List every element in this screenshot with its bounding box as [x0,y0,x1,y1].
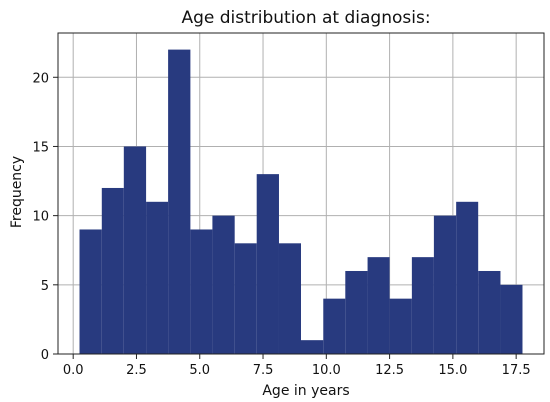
histogram-bar [389,298,412,354]
x-tick-label: 2.5 [126,363,147,378]
histogram-bar [278,243,301,354]
histogram-bar [234,243,257,354]
y-axis-label: Frequency [9,156,25,228]
histogram-bar [79,229,102,354]
x-tick-label: 15.0 [438,363,467,378]
histogram-bar [168,49,191,354]
histogram-bar [433,215,457,354]
histogram-bar [456,201,479,354]
x-tick-label: 5.0 [189,363,210,378]
x-tick-label: 17.5 [502,363,531,378]
histogram-bar [411,257,434,354]
histogram-bar [190,229,213,354]
x-tick-label: 12.5 [375,363,404,378]
plot-frame [57,32,545,355]
y-tick-label: 0 [41,348,49,363]
histogram-bar [367,257,390,354]
histogram-bar [123,146,147,354]
histogram-bar [146,201,169,354]
x-tick-label: 10.0 [312,363,341,378]
histogram-bar [345,270,368,354]
histogram-bars [79,49,523,354]
chart-title: Age distribution at diagnosis: [181,8,430,28]
histogram-bar [478,270,501,354]
y-tick-label: 20 [32,71,49,86]
y-tick-label: 15 [32,140,49,155]
x-axis: 0.0 2.5 5.0 7.5 10.0 12.5 15.0 17.5 [63,354,531,378]
histogram-bar [323,298,346,354]
histogram-bar [212,215,235,354]
histogram-bar [301,340,324,354]
histogram-bar [500,284,523,354]
y-tick-label: 5 [41,279,49,294]
y-tick-label: 10 [32,210,49,225]
x-tick-label: 7.5 [253,363,274,378]
y-axis: 0 5 10 15 20 [32,71,58,363]
x-tick-label: 0.0 [63,363,84,378]
histogram-bar [256,174,279,354]
x-axis-label: Age in years [262,383,349,399]
histogram-bar [101,187,124,354]
